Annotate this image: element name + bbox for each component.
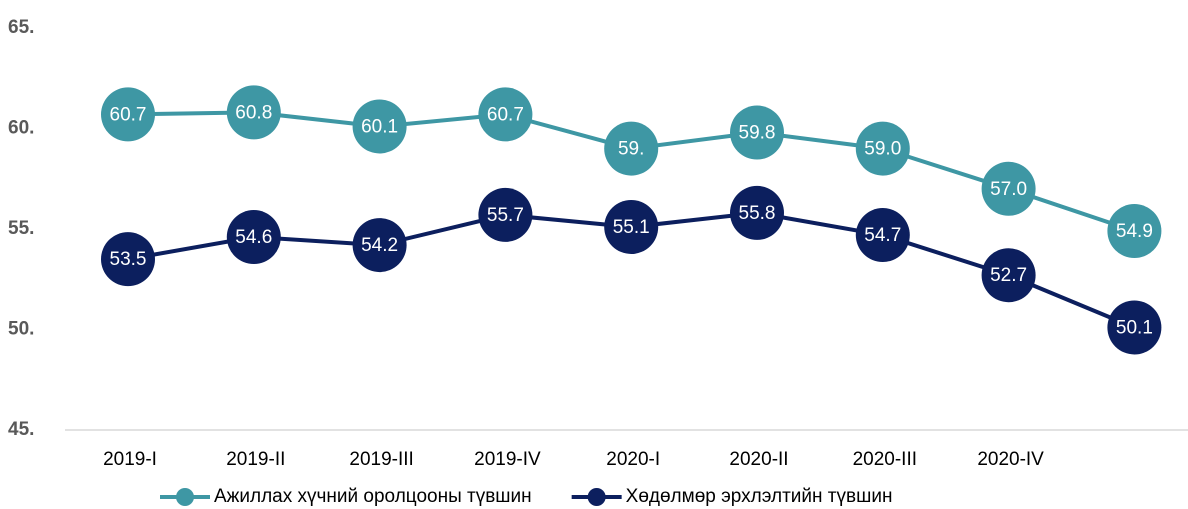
legend-marker [176,488,194,506]
point-marker [855,121,910,176]
data-label: 59. [618,139,644,160]
point-marker [1107,300,1162,355]
data-label: 54.9 [1116,221,1153,242]
x-tick-label: 2020-IV [977,449,1044,470]
point-marker [101,87,155,142]
point-marker [226,85,281,140]
x-tick-label: 2020-I [606,449,660,470]
legend-label: Ажиллах хүчний оролцооны түвшин [214,486,532,507]
x-tick-label: 2019-II [226,449,285,470]
point-marker [1107,204,1162,259]
point-marker [101,232,155,287]
y-tick-label: 45. [8,419,34,440]
data-label: 53.5 [110,249,147,270]
data-label: 52.7 [990,265,1027,286]
point-marker [352,99,407,154]
point-marker [352,218,407,273]
data-label: 60.7 [487,104,524,125]
data-label: 60.7 [110,104,147,125]
data-label: 59.0 [864,139,901,160]
data-label: 60.8 [235,102,272,123]
y-tick-label: 60. [8,118,34,139]
point-marker [478,187,533,242]
point-marker [981,161,1036,216]
data-label: 55.7 [487,205,524,226]
data-label: 54.2 [361,235,398,256]
legend-marker [587,488,606,506]
x-tick-label: 2019-I [103,449,157,470]
x-tick-label: 2020-II [729,449,788,470]
y-tick-label: 55. [8,218,34,239]
point-marker [730,105,784,160]
y-tick-label: 50. [8,319,34,340]
data-label: 54.7 [864,225,901,246]
data-label: 55.8 [739,203,776,224]
point-marker [730,185,784,240]
x-tick-label: 2020-III [853,449,917,470]
data-label: 60.1 [361,117,398,138]
point-marker [226,210,281,265]
point-marker [604,199,659,254]
point-marker [604,121,659,176]
data-label: 55.1 [613,217,650,238]
point-marker [855,208,910,263]
data-label: 57.0 [990,179,1027,200]
point-marker [478,87,533,142]
x-tick-label: 2019-III [349,449,413,470]
data-label: 59.8 [739,123,776,144]
data-label: 54.6 [235,227,272,248]
y-tick-label: 65. [8,17,34,38]
x-tick-label: 2019-IV [474,449,541,470]
legend-label: Хөдөлмөр эрхлэлтийн түвшин [626,486,893,507]
point-marker [981,248,1036,303]
data-label: 50.1 [1116,318,1153,339]
